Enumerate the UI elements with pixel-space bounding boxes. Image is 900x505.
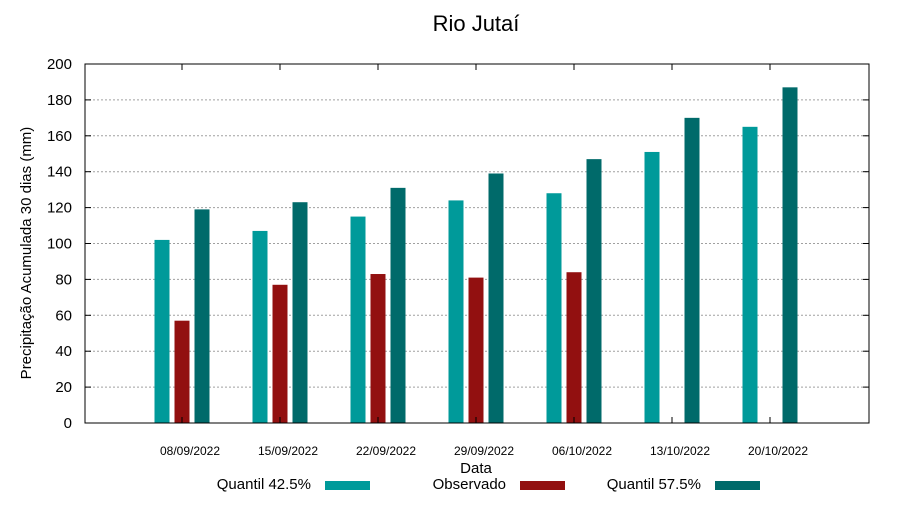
- bar-quantil-42-5-20-10-2022: [742, 126, 758, 423]
- legend-swatch-quantil-42-5: [325, 481, 370, 490]
- bar-quantil-57-5-13-10-2022: [684, 117, 700, 423]
- y-tick-label: 40: [55, 343, 72, 360]
- x-axis-label: Data: [460, 460, 492, 477]
- bar-observado-08-09-2022: [174, 320, 190, 423]
- bar-quantil-42-5-08-09-2022: [154, 239, 170, 423]
- bar-observado-15-09-2022: [272, 284, 288, 423]
- bar-quantil-57-5-29-09-2022: [488, 173, 504, 423]
- y-tick-label: 160: [47, 128, 72, 145]
- y-tick-label: 140: [47, 164, 72, 181]
- bar-quantil-42-5-15-09-2022: [252, 230, 268, 423]
- bar-quantil-57-5-06-10-2022: [586, 159, 602, 423]
- x-tick-label: 22/09/2022: [356, 444, 416, 458]
- x-tick-label: 15/09/2022: [258, 444, 318, 458]
- bar-quantil-42-5-22-09-2022: [350, 216, 366, 423]
- x-tick-label: 20/10/2022: [748, 444, 808, 458]
- legend-label-quantil-42-5: Quantil 42.5%: [217, 476, 311, 493]
- bar-quantil-57-5-22-09-2022: [390, 187, 406, 423]
- legend-swatch-observado: [520, 481, 565, 490]
- y-tick-label: 60: [55, 307, 72, 324]
- chart-title: Rio Jutaí: [433, 11, 520, 36]
- bar-quantil-57-5-20-10-2022: [782, 87, 798, 424]
- bar-quantil-42-5-13-10-2022: [644, 151, 660, 423]
- x-tick-label: 13/10/2022: [650, 444, 710, 458]
- bar-observado-06-10-2022: [566, 272, 582, 423]
- legend: Quantil 42.5% Observado Quantil 57.5%: [217, 476, 760, 493]
- y-tick-label: 100: [47, 236, 72, 253]
- bar-quantil-42-5-29-09-2022: [448, 200, 464, 423]
- legend-swatch-quantil-57-5: [715, 481, 760, 490]
- y-tick-label: 180: [47, 92, 72, 109]
- y-tick-label: 20: [55, 379, 72, 396]
- bar-quantil-57-5-15-09-2022: [292, 202, 308, 423]
- x-tick-label: 29/09/2022: [454, 444, 514, 458]
- legend-label-observado: Observado: [433, 476, 506, 493]
- y-axis-label: Precipitação Acumulada 30 dias (mm): [18, 127, 35, 380]
- x-axis-ticks: 08/09/2022 15/09/2022 22/09/2022 29/09/2022…: [160, 64, 808, 458]
- bar-observado-29-09-2022: [468, 277, 484, 423]
- legend-label-quantil-57-5: Quantil 57.5%: [607, 476, 701, 493]
- bars: [154, 87, 798, 424]
- y-tick-label: 0: [64, 415, 72, 432]
- y-tick-label: 80: [55, 271, 72, 288]
- bar-observado-22-09-2022: [370, 274, 386, 423]
- y-tick-label: 200: [47, 56, 72, 73]
- x-tick-label: 06/10/2022: [552, 444, 612, 458]
- y-axis-ticks: 0 20 40 60 80 100 120 140 160 180 200: [47, 56, 869, 432]
- bar-quantil-42-5-06-10-2022: [546, 193, 562, 423]
- bar-quantil-57-5-08-09-2022: [194, 209, 210, 423]
- y-tick-label: 120: [47, 200, 72, 217]
- x-tick-label: 08/09/2022: [160, 444, 220, 458]
